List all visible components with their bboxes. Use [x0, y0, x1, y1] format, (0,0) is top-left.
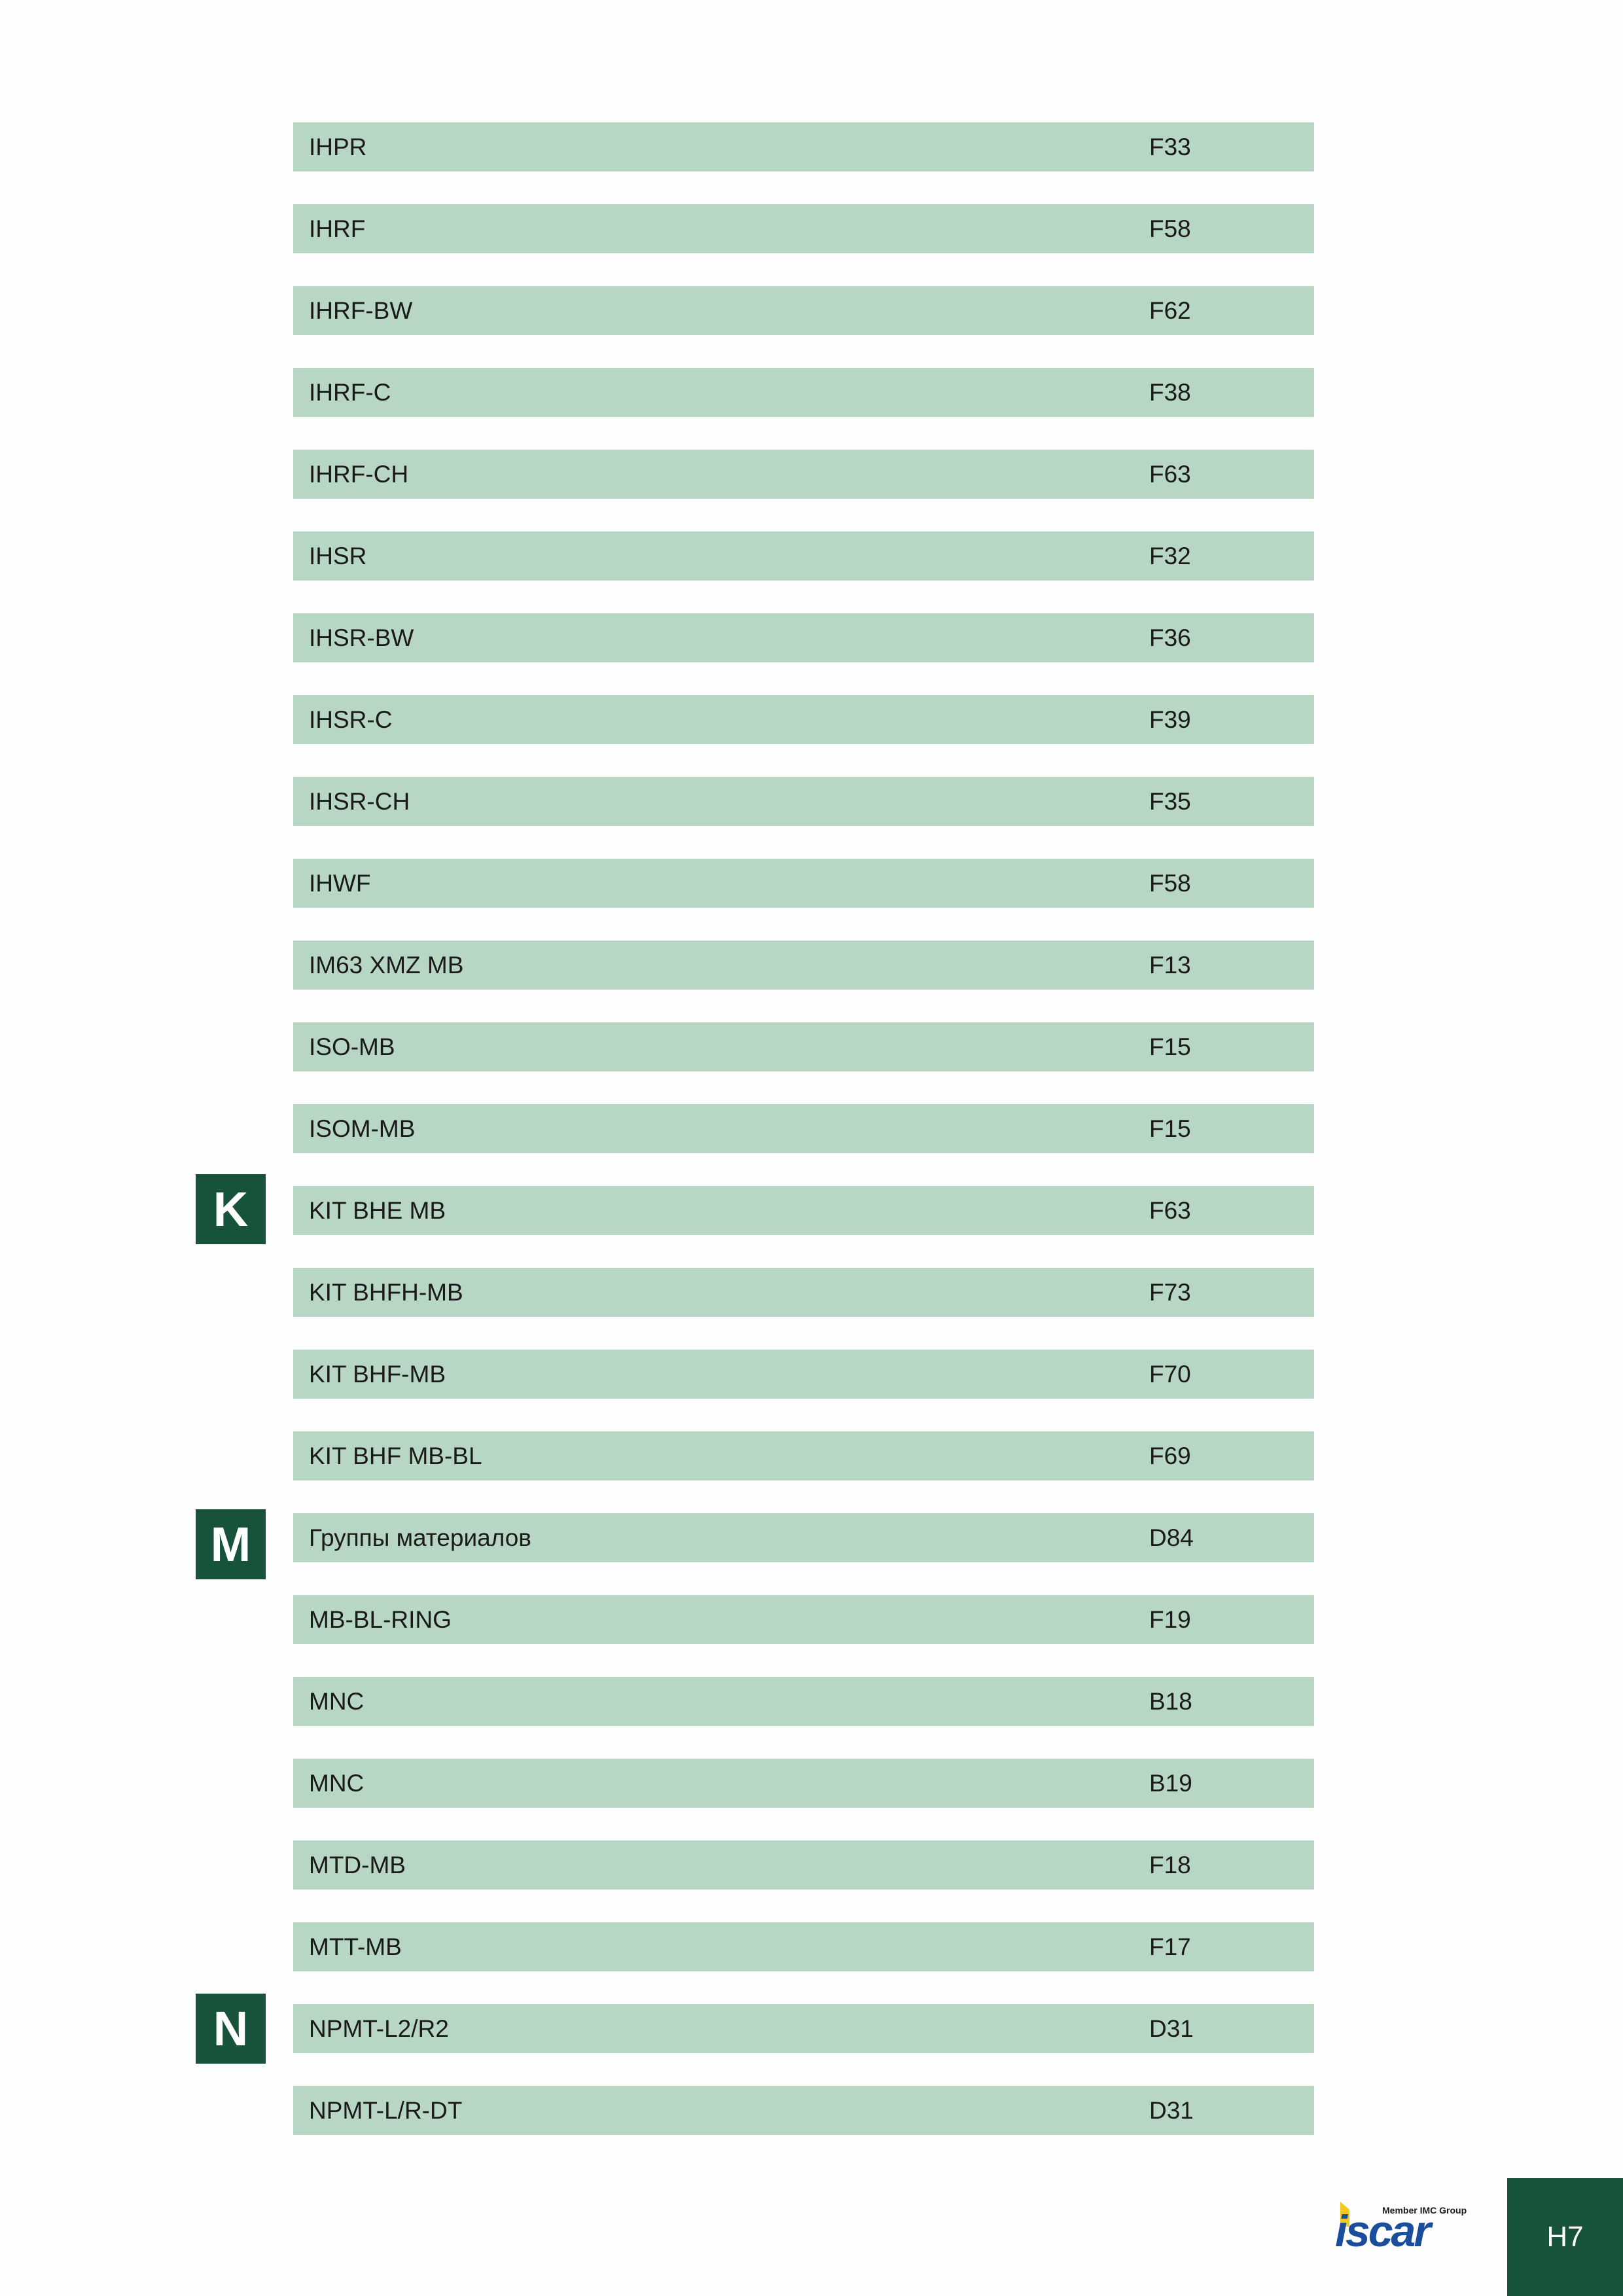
row-name: IHSR-C — [309, 706, 393, 733]
row-name: IHSR — [309, 543, 367, 569]
index-row: IM63 XMZ MB F13 — [293, 941, 1314, 990]
row-page-ref: F17 — [1149, 1933, 1191, 1960]
page-number-tab: H7 — [1507, 2178, 1623, 2296]
row-name: MNC — [309, 1688, 365, 1715]
row-page-ref: F58 — [1149, 870, 1191, 897]
row-name: Группы материалов — [309, 1524, 531, 1551]
index-row: IHRF-CH F63 — [293, 450, 1314, 499]
index-row: IHSR-BW F36 — [293, 613, 1314, 662]
logo-tagline: Member IMC Group — [1382, 2205, 1467, 2215]
index-row: IHSR F32 — [293, 531, 1314, 581]
index-row: MNC B19 — [293, 1759, 1314, 1808]
row-page-ref: B18 — [1149, 1688, 1192, 1715]
row-name: IM63 XMZ MB — [309, 952, 464, 978]
row-page-ref: F33 — [1149, 134, 1191, 160]
row-name: IHRF-C — [309, 379, 391, 406]
row-name: NPMT-L/R-DT — [309, 2097, 463, 2124]
index-row: MNC B18 — [293, 1677, 1314, 1726]
row-name: MTT-MB — [309, 1933, 402, 1960]
index-row: IHSR-C F39 — [293, 695, 1314, 744]
row-page-ref: F19 — [1149, 1606, 1191, 1633]
index-row: Группы материалов D84 — [293, 1513, 1314, 1562]
index-row: KIT BHE MB F63 — [293, 1186, 1314, 1235]
index-row: KIT BHF MB-BL F69 — [293, 1431, 1314, 1480]
row-page-ref: F13 — [1149, 952, 1191, 978]
index-row: ISO-MB F15 — [293, 1022, 1314, 1071]
row-name: ISO-MB — [309, 1033, 395, 1060]
row-page-ref: F62 — [1149, 297, 1191, 324]
row-name: IHSR-BW — [309, 624, 414, 651]
index-row: NPMT-L2/R2 D31 — [293, 2004, 1314, 2053]
row-page-ref: F58 — [1149, 215, 1191, 242]
row-page-ref: F18 — [1149, 1852, 1191, 1878]
row-page-ref: F73 — [1149, 1279, 1191, 1306]
index-row: IHRF-C F38 — [293, 368, 1314, 417]
row-page-ref: D31 — [1149, 2015, 1194, 2042]
logo-wordmark: iscar — [1335, 2206, 1433, 2250]
row-name: KIT BHFH-MB — [309, 1279, 463, 1306]
row-name: MTD-MB — [309, 1852, 406, 1878]
index-row: MTT-MB F17 — [293, 1922, 1314, 1971]
row-page-ref: F69 — [1149, 1443, 1191, 1469]
letter-tab-m: M — [196, 1509, 266, 1579]
row-name: NPMT-L2/R2 — [309, 2015, 449, 2042]
row-page-ref: F36 — [1149, 624, 1191, 651]
row-page-ref: F35 — [1149, 788, 1191, 815]
index-row: MB-BL-RING F19 — [293, 1595, 1314, 1644]
logo-yellow-shape — [1340, 2202, 1349, 2227]
row-page-ref: F15 — [1149, 1115, 1191, 1142]
row-name: IHRF-CH — [309, 461, 409, 488]
row-page-ref: D31 — [1149, 2097, 1194, 2124]
row-name: IHWF — [309, 870, 371, 897]
index-row: NPMT-L/R-DT D31 — [293, 2086, 1314, 2135]
row-name: IHRF-BW — [309, 297, 413, 324]
row-name: IHRF — [309, 215, 366, 242]
row-page-ref: F15 — [1149, 1033, 1191, 1060]
index-row: IHSR-CH F35 — [293, 777, 1314, 826]
row-name: IHSR-CH — [309, 788, 410, 815]
row-page-ref: F70 — [1149, 1361, 1191, 1388]
row-name: IHPR — [309, 134, 367, 160]
row-name: KIT BHF-MB — [309, 1361, 446, 1388]
brand-logo: Member IMC Group iscar — [1335, 2198, 1471, 2256]
index-row: MTD-MB F18 — [293, 1840, 1314, 1890]
row-name: ISOM-MB — [309, 1115, 416, 1142]
row-page-ref: B19 — [1149, 1770, 1192, 1797]
row-page-ref: F32 — [1149, 543, 1191, 569]
row-name: MNC — [309, 1770, 365, 1797]
row-page-ref: F38 — [1149, 379, 1191, 406]
row-page-ref: D84 — [1149, 1524, 1194, 1551]
row-name: KIT BHE MB — [309, 1197, 446, 1224]
index-row: IHPR F33 — [293, 122, 1314, 171]
index-row: IHRF-BW F62 — [293, 286, 1314, 335]
row-name: KIT BHF MB-BL — [309, 1443, 482, 1469]
letter-tab-n: N — [196, 1994, 266, 2064]
letter-tab-k: K — [196, 1174, 266, 1244]
index-row: KIT BHF-MB F70 — [293, 1350, 1314, 1399]
row-name: MB-BL-RING — [309, 1606, 452, 1633]
row-page-ref: F63 — [1149, 461, 1191, 488]
index-row: ISOM-MB F15 — [293, 1104, 1314, 1153]
row-page-ref: F63 — [1149, 1197, 1191, 1224]
iscar-logo-icon: Member IMC Group iscar — [1335, 2202, 1467, 2256]
index-row: KIT BHFH-MB F73 — [293, 1268, 1314, 1317]
index-row: IHWF F58 — [293, 859, 1314, 908]
index-row: IHRF F58 — [293, 204, 1314, 253]
row-page-ref: F39 — [1149, 706, 1191, 733]
